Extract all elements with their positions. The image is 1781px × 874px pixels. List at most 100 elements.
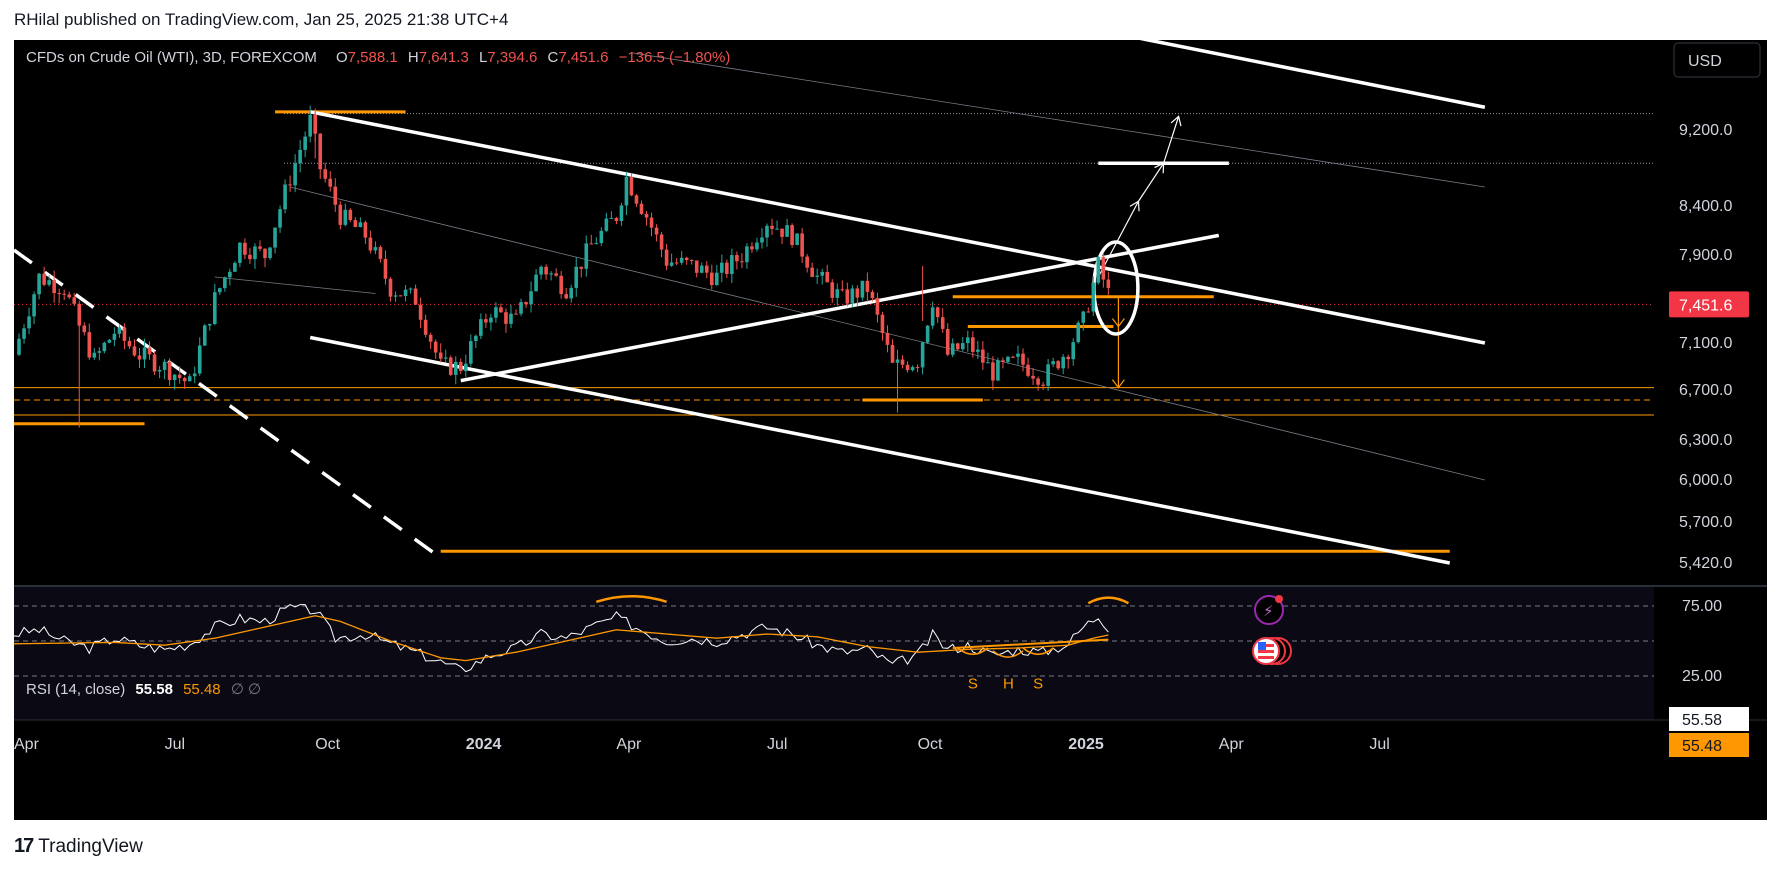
last-price-label: 7,451.6: [1679, 297, 1732, 314]
x-tick-label: Apr: [616, 736, 642, 753]
chart-title: CFDs on Crude Oil (WTI), 3D, FOREXCOM: [26, 49, 317, 66]
candle-body: [343, 209, 348, 225]
high-value: 7,641.3: [419, 49, 469, 66]
candle-body: [57, 293, 61, 295]
candle-body: [765, 225, 769, 238]
candle-body: [559, 275, 563, 295]
candle-body: [308, 114, 312, 137]
chart-panel[interactable]: S H S 9,200.0 8,400.0 7,900.0 7,100.0 6,700.0 6…: [14, 40, 1767, 820]
candle-body: [238, 242, 242, 263]
rsi-arc: [1087, 596, 1130, 605]
currency-button[interactable]: USD: [1673, 42, 1761, 78]
candle-body: [378, 247, 383, 259]
candle-body: [890, 344, 895, 363]
rsi-ma-tag: 55.48: [1669, 733, 1749, 757]
candle-body: [745, 246, 749, 263]
candle-body: [569, 287, 574, 299]
candle-body: [654, 227, 659, 235]
rsi-arc: [595, 595, 667, 603]
candle-body: [1101, 256, 1106, 280]
x-tick-label: 2025: [1068, 736, 1104, 753]
candle-body: [157, 369, 162, 372]
candle-body: [820, 271, 825, 276]
candle-body: [489, 317, 493, 323]
candle-body: [1016, 353, 1020, 357]
candle-body: [1106, 279, 1111, 289]
candle-body: [353, 220, 358, 228]
candle-body: [117, 327, 122, 334]
published-info: RHilal published on TradingView.com, Jan…: [14, 10, 509, 29]
axis-layer: 9,200.0 8,400.0 7,900.0 7,100.0 6,700.0 6,300…: [14, 122, 1732, 753]
candles-layer: [17, 105, 1111, 428]
candle-body: [885, 332, 890, 345]
y-tick-label: 7,900.0: [1679, 247, 1732, 264]
candle-body: [258, 246, 262, 249]
candle-body: [1006, 356, 1010, 362]
events-icons[interactable]: ⚡: [1252, 595, 1292, 665]
candle-body: [147, 347, 152, 355]
candle-body: [373, 247, 378, 251]
candle-body: [1086, 311, 1091, 313]
candle-body: [418, 304, 423, 320]
ohlc-readout: O7,588.1 H7,641.3 L7,394.6 C7,451.6 −136…: [336, 49, 730, 66]
trendline-dashed-support: [14, 248, 437, 556]
candle-body: [699, 265, 704, 273]
candle-body: [62, 293, 66, 295]
candle-body: [950, 343, 955, 355]
lightning-glyph-icon: ⚡: [1263, 603, 1274, 620]
candle-body: [549, 273, 553, 275]
chart-svg[interactable]: S H S 9,200.0 8,400.0 7,900.0 7,100.0 6,700.0 6…: [14, 40, 1767, 820]
candle-body: [1046, 364, 1050, 386]
candle-body: [42, 273, 46, 285]
y-tick-label: 8,400.0: [1679, 198, 1732, 215]
candle-body: [494, 307, 498, 318]
candle-body: [1026, 364, 1030, 376]
change-value: −136.5 (−1.80%): [619, 49, 731, 66]
trendline-rising-support: [460, 233, 1220, 383]
candle-body: [981, 349, 985, 363]
low-value: 7,394.6: [487, 49, 537, 66]
candle-body: [1081, 311, 1086, 323]
candle-body: [735, 255, 739, 262]
candle-body: [830, 282, 835, 298]
candle-body: [514, 313, 518, 315]
rsi-tick-label: 25.00: [1682, 668, 1722, 685]
candle-body: [805, 256, 809, 268]
candle-body: [202, 325, 207, 346]
candle-body: [207, 323, 212, 326]
candle-body: [1076, 322, 1081, 343]
candle-body: [37, 273, 41, 295]
h-label: H: [408, 49, 419, 66]
candle-body: [996, 360, 1000, 381]
candle-body: [694, 260, 699, 273]
candle-body: [880, 314, 885, 333]
candle-body: [910, 367, 915, 371]
candle-body: [17, 338, 21, 355]
candle-body: [976, 349, 980, 352]
lightning-event-icon: [1254, 595, 1284, 625]
candle-body: [469, 341, 473, 364]
candle-body: [971, 337, 975, 352]
candle-body: [137, 355, 142, 360]
candle-body: [900, 359, 905, 365]
candle-body: [228, 271, 232, 278]
candle-body: [664, 249, 669, 266]
candle-body: [755, 242, 759, 250]
currency-label: USD: [1688, 53, 1722, 70]
candle-body: [689, 260, 694, 262]
candle-body: [810, 267, 814, 277]
candle-body: [438, 352, 443, 359]
candle-body: [182, 377, 187, 382]
trendline-channel-upper: [309, 110, 1486, 345]
candle-body: [127, 340, 132, 347]
candle-body: [448, 357, 453, 375]
candle-body: [474, 335, 478, 342]
candle-body: [614, 218, 619, 221]
rsi-ma-line: [14, 615, 1109, 662]
candle-body: [1061, 356, 1065, 369]
candle-body: [233, 262, 237, 272]
candle-body: [940, 317, 945, 329]
candle-body: [850, 288, 855, 304]
candle-body: [443, 357, 448, 359]
candle-body: [1051, 361, 1055, 365]
